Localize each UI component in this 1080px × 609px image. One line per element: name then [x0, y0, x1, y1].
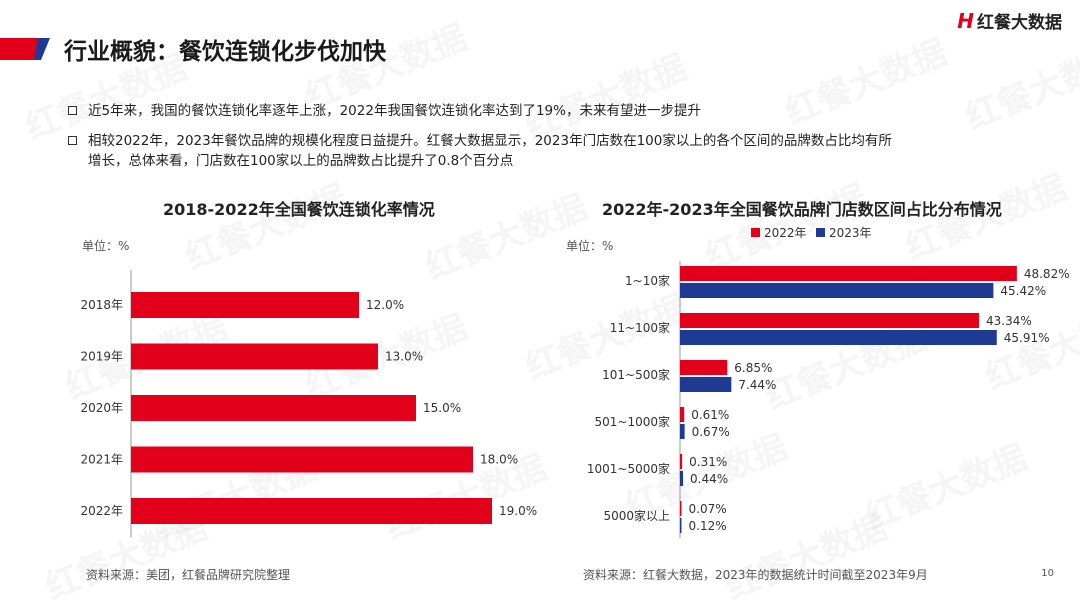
legend-label: 2023年 — [829, 226, 872, 240]
logo-icon: H — [957, 8, 974, 33]
bar — [680, 377, 732, 392]
source-right: 资料来源：红餐大数据，2023年的数据统计时间截至2023年9月 — [583, 568, 928, 582]
data-label: 0.44% — [690, 472, 728, 486]
data-label: 18.0% — [480, 453, 518, 467]
category-label: 2018年 — [80, 298, 123, 312]
page-number: 10 — [1041, 568, 1054, 579]
bullet-text-continued: 增长，总体来看，门店数在100家以上的品牌数占比提升了0.8个百分点 — [88, 153, 514, 169]
watermark-text: 红餐大数据 — [180, 177, 353, 279]
data-label: 43.34% — [986, 314, 1032, 328]
legend-swatch — [751, 228, 760, 237]
category-label: 2019年 — [80, 350, 123, 364]
data-label: 0.61% — [691, 408, 729, 422]
bar — [680, 518, 682, 533]
category-label: 1001~5000家 — [587, 461, 670, 476]
chart-left: 2018年 12.0% 2019年 13.0% 2020年 15.0% 2021年 18.0%… — [80, 270, 537, 538]
unit-label-right: 单位：% — [566, 239, 614, 253]
square-bullet-icon — [68, 106, 77, 115]
data-label: 19.0% — [499, 504, 537, 518]
page-title: 行业概貌：餐饮连锁化步伐加快 — [64, 39, 386, 65]
bar — [131, 446, 473, 473]
category-label: 501~1000家 — [595, 414, 671, 429]
bar — [680, 407, 685, 422]
bullet-point-2: 相较2022年，2023年餐饮品牌的规模化程度日益提升。红餐大数据显示，2023… — [68, 131, 892, 171]
data-label: 48.82% — [1024, 267, 1070, 281]
bar — [680, 360, 728, 375]
bar — [680, 266, 1017, 281]
chart-title-left: 2018-2022年全国餐饮连锁化率情况 — [163, 200, 435, 219]
category-label: 2022年 — [80, 504, 123, 518]
category-label: 5000家以上 — [603, 508, 670, 523]
bar — [680, 471, 684, 486]
data-label: 0.31% — [689, 455, 727, 469]
data-label: 45.42% — [1000, 284, 1046, 298]
bar — [680, 501, 682, 516]
data-label: 15.0% — [423, 401, 461, 415]
data-label: 7.44% — [738, 378, 776, 392]
title-accent-bar — [0, 38, 50, 60]
data-label: 45.91% — [1004, 331, 1050, 345]
bar — [680, 424, 685, 439]
bullet-text: 相较2022年，2023年餐饮品牌的规模化程度日益提升。红餐大数据显示，2023… — [88, 133, 892, 149]
category-label: 11~100家 — [610, 320, 670, 335]
chart-right: 2022年 2023年 1~10家 48.82% 45.42% 11~100家 43.34%… — [587, 226, 1070, 538]
bar — [680, 454, 683, 469]
watermark-text: 红餐大数据 — [780, 32, 953, 134]
chart-title-right: 2022年-2023年全国餐饮品牌门店数区间占比分布情况 — [602, 200, 1002, 219]
bar — [131, 498, 492, 524]
bar — [131, 292, 359, 318]
data-label: 0.07% — [689, 502, 727, 516]
brand-logo: H 红餐大数据 — [957, 8, 1062, 34]
unit-label-left: 单位：% — [82, 239, 130, 253]
data-label: 0.12% — [689, 519, 727, 533]
data-label: 12.0% — [366, 298, 404, 312]
category-label: 2021年 — [80, 453, 123, 467]
data-label: 6.85% — [734, 361, 772, 375]
data-label: 0.67% — [692, 425, 730, 439]
square-bullet-icon — [68, 136, 77, 145]
watermark-text: 红餐大数据 — [960, 37, 1080, 139]
data-label: 13.0% — [385, 350, 423, 364]
category-label: 2020年 — [80, 401, 123, 415]
bar — [680, 313, 980, 328]
legend-label: 2022年 — [764, 226, 807, 240]
bullet-point-1: 近5年来，我国的餐饮连锁化率逐年上涨，2022年我国餐饮连锁化率达到了19%，未… — [68, 101, 701, 121]
bar — [131, 395, 416, 421]
bar — [131, 343, 378, 370]
source-left: 资料来源：美团，红餐品牌研究院整理 — [86, 568, 291, 582]
category-label: 101~500家 — [602, 367, 670, 382]
legend-swatch — [816, 228, 825, 237]
bullet-text: 近5年来，我国的餐饮连锁化率逐年上涨，2022年我国餐饮连锁化率达到了19%，未… — [88, 103, 701, 119]
bar — [680, 283, 994, 298]
category-label: 1~10家 — [625, 273, 670, 288]
bar — [680, 330, 997, 345]
logo-text: 红餐大数据 — [977, 13, 1062, 33]
